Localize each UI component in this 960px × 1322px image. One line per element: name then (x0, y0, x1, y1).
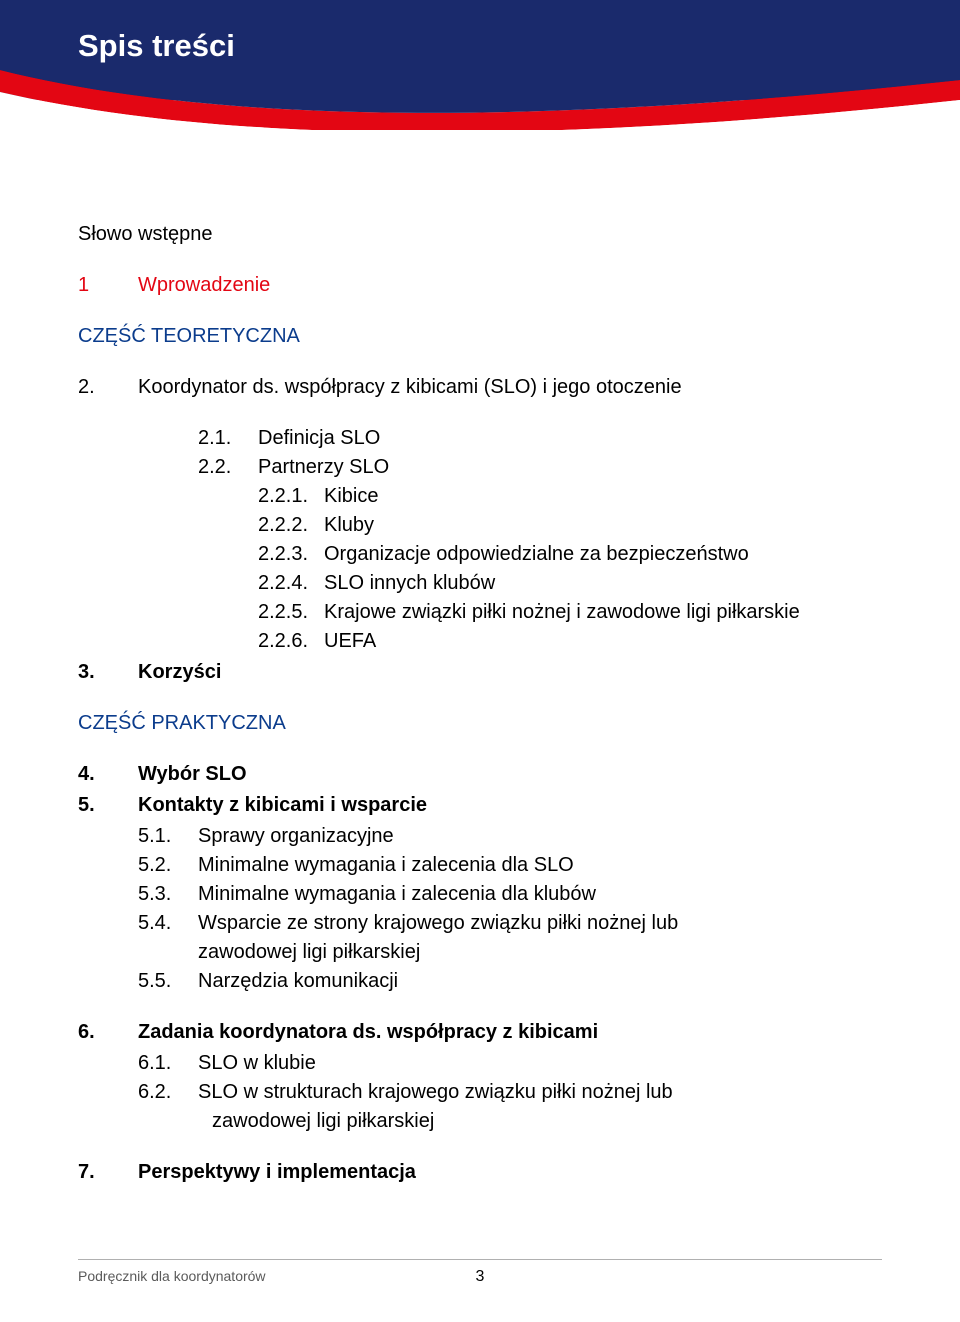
toc-item-label: Krajowe związki piłki nożnej i zawodowe … (324, 598, 800, 627)
toc-item-label: Wsparcie ze strony krajowego związku pił… (198, 909, 678, 938)
toc-item-label: SLO w klubie (198, 1049, 316, 1078)
toc-item-num: 5.3. (138, 880, 198, 909)
toc-item-5-3: 5.3. Minimalne wymagania i zalecenia dla… (138, 880, 858, 909)
toc-item-label: SLO w strukturach krajowego związku piłk… (198, 1078, 673, 1107)
toc-item-num: 6.2. (138, 1078, 198, 1107)
footer-rule (78, 1259, 882, 1260)
toc-item-label-cont: zawodowej ligi piłkarskiej (212, 1107, 434, 1136)
toc-item-6-2-cont: zawodowej ligi piłkarskiej (138, 1107, 858, 1136)
page-title: Spis treści (78, 28, 235, 64)
toc-item-label: Definicja SLO (258, 424, 380, 453)
toc-item-num: 2.2.2. (258, 511, 324, 540)
toc-item-6-1: 6.1. SLO w klubie (138, 1049, 858, 1078)
toc-sec2-num: 2. (78, 373, 138, 402)
toc-item-2-2-2: 2.2.2. Kluby (258, 511, 858, 540)
toc-item-num: 5.5. (138, 967, 198, 996)
toc-sec6-subs: 6.1. SLO w klubie 6.2. SLO w strukturach… (138, 1049, 858, 1136)
toc-item-2-2: 2.2. Partnerzy SLO (198, 453, 858, 482)
footer-left-text: Podręcznik dla koordynatorów (78, 1268, 266, 1284)
toc-intro-item: 1 Wprowadzenie (78, 271, 858, 300)
toc-item-2-2-1: 2.2.1. Kibice (258, 482, 858, 511)
toc-item-label: Organizacje odpowiedzialne za bezpieczeń… (324, 540, 749, 569)
toc-sec3: 3. Korzyści (78, 658, 858, 687)
toc-item-label: Partnerzy SLO (258, 453, 389, 482)
toc-item-num-empty (138, 938, 198, 967)
toc-item-label: Sprawy organizacyjne (198, 822, 394, 851)
toc-sec6-num: 6. (78, 1018, 138, 1047)
toc-item-2-2-6: 2.2.6. UEFA (258, 627, 858, 656)
toc-item-label-cont: zawodowej ligi piłkarskiej (198, 938, 420, 967)
toc-item-num: 2.2. (198, 453, 258, 482)
toc-item-label: Kluby (324, 511, 374, 540)
toc-item-2-2-3: 2.2.3. Organizacje odpowiedzialne za bez… (258, 540, 858, 569)
toc-sec5: 5. Kontakty z kibicami i wsparcie (78, 791, 858, 820)
toc-item-5-1: 5.1. Sprawy organizacyjne (138, 822, 858, 851)
toc-item-num: 2.2.1. (258, 482, 324, 511)
toc-item-label: Kibice (324, 482, 378, 511)
toc-item-num: 2.2.6. (258, 627, 324, 656)
toc-item-6-2: 6.2. SLO w strukturach krajowego związku… (138, 1078, 858, 1107)
header-swoosh (0, 0, 960, 130)
toc-sec2-label: Koordynator ds. współpracy z kibicami (S… (138, 373, 682, 402)
toc-intro-label: Wprowadzenie (138, 271, 270, 300)
toc-sec2: 2. Koordynator ds. współpracy z kibicami… (78, 373, 858, 402)
toc-sec5-subs: 5.1. Sprawy organizacyjne 5.2. Minimalne… (138, 822, 858, 996)
toc-item-2-1: 2.1. Definicja SLO (198, 424, 858, 453)
toc-sec6-label: Zadania koordynatora ds. współpracy z ki… (138, 1018, 598, 1047)
toc-item-5-5: 5.5. Narzędzia komunikacji (138, 967, 858, 996)
toc-item-5-2: 5.2. Minimalne wymagania i zalecenia dla… (138, 851, 858, 880)
header-band: Spis treści (0, 0, 960, 130)
toc-intro-line: Słowo wstępne (78, 220, 858, 249)
toc-item-label: Narzędzia komunikacji (198, 967, 398, 996)
toc-sec7-label: Perspektywy i implementacja (138, 1158, 416, 1187)
page-number: 3 (476, 1268, 485, 1286)
toc-item-num-empty (138, 1107, 198, 1136)
page-footer: Podręcznik dla koordynatorów 3 . (78, 1259, 882, 1284)
toc-item-label: UEFA (324, 627, 376, 656)
toc-item-label: Minimalne wymagania i zalecenia dla SLO (198, 851, 574, 880)
toc-item-num: 5.2. (138, 851, 198, 880)
toc-part2-label: CZĘŚĆ PRAKTYCZNA (78, 709, 858, 738)
toc-item-2-2-4: 2.2.4. SLO innych klubów (258, 569, 858, 598)
toc-sec4-num: 4. (78, 760, 138, 789)
toc-item-num: 2.2.3. (258, 540, 324, 569)
toc-sec7: 7. Perspektywy i implementacja (78, 1158, 858, 1187)
toc-sec5-num: 5. (78, 791, 138, 820)
toc-item-label: Minimalne wymagania i zalecenia dla klub… (198, 880, 596, 909)
toc-item-2-2-5: 2.2.5. Krajowe związki piłki nożnej i za… (258, 598, 858, 627)
toc-content: Słowo wstępne 1 Wprowadzenie CZĘŚĆ TEORE… (78, 220, 858, 1189)
toc-sec2-subs: 2.1. Definicja SLO 2.2. Partnerzy SLO 2.… (198, 424, 858, 656)
toc-sec7-num: 7. (78, 1158, 138, 1187)
toc-item-num: 2.1. (198, 424, 258, 453)
toc-sec3-num: 3. (78, 658, 138, 687)
toc-sec5-label: Kontakty z kibicami i wsparcie (138, 791, 427, 820)
toc-intro-num: 1 (78, 271, 138, 300)
toc-item-num: 5.1. (138, 822, 198, 851)
toc-sec4: 4. Wybór SLO (78, 760, 858, 789)
toc-item-num: 2.2.4. (258, 569, 324, 598)
toc-sec2-subsubs: 2.2.1. Kibice 2.2.2. Kluby 2.2.3. Organi… (258, 482, 858, 656)
toc-item-5-4-cont: zawodowej ligi piłkarskiej (138, 938, 858, 967)
toc-item-5-4: 5.4. Wsparcie ze strony krajowego związk… (138, 909, 858, 938)
toc-part1-label: CZĘŚĆ TEORETYCZNA (78, 322, 858, 351)
toc-item-label: SLO innych klubów (324, 569, 495, 598)
toc-item-num: 5.4. (138, 909, 198, 938)
toc-sec3-label: Korzyści (138, 658, 221, 687)
toc-item-num: 6.1. (138, 1049, 198, 1078)
toc-sec4-label: Wybór SLO (138, 760, 247, 789)
toc-sec6: 6. Zadania koordynatora ds. współpracy z… (78, 1018, 858, 1047)
toc-item-num: 2.2.5. (258, 598, 324, 627)
